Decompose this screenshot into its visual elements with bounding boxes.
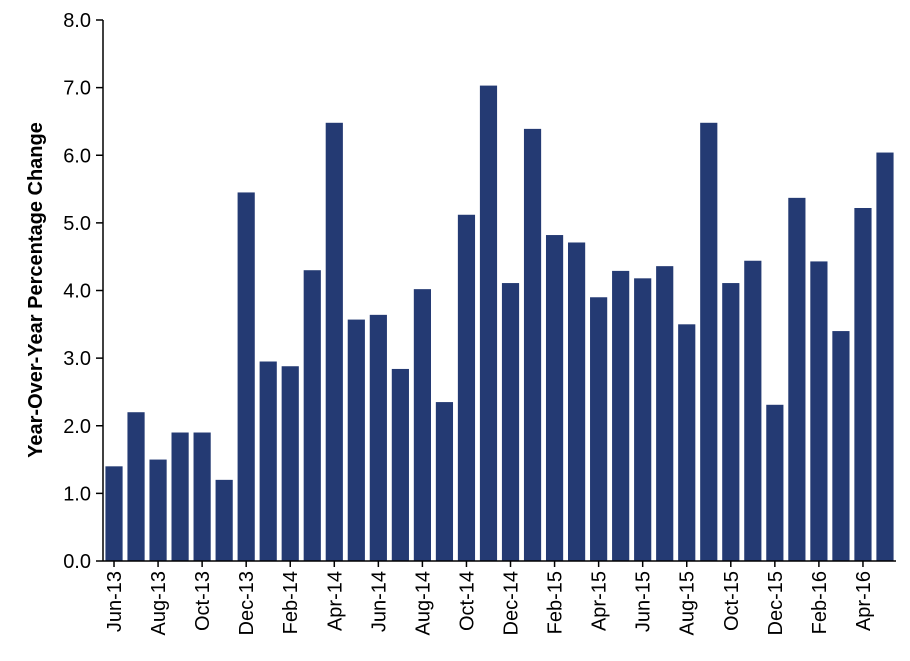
x-tick-label: Jun-14 [368,571,390,632]
x-tick-label: Dec-13 [236,571,258,635]
y-tick-label: 6.0 [63,145,91,167]
bar-Jul-13 [127,412,145,561]
bar-Sep-15 [700,122,718,561]
bar-Feb-14 [281,366,299,561]
x-tick-label: Oct-15 [721,571,743,631]
bars [105,85,894,562]
bar-Apr-14 [325,122,343,561]
x-tick-label: Oct-14 [456,571,478,631]
y-axis-label: Year-Over-Year Percentage Change [25,122,47,458]
bar-Aug-13 [149,459,167,561]
bar-Dec-13 [237,192,255,561]
x-tick-label: Apr-15 [589,571,611,631]
x-tick-label: Aug-14 [412,571,434,636]
bar-Apr-16 [854,207,872,561]
y-tick-label: 8.0 [63,10,91,32]
y-tick-label: 1.0 [63,483,91,505]
bar-May-16 [876,152,894,562]
bar-Feb-16 [810,261,828,561]
x-tick-label: Dec-15 [765,571,787,635]
bar-Aug-15 [678,324,696,561]
bar-Aug-14 [413,289,431,561]
bar-May-14 [347,319,365,561]
y-tick-label: 3.0 [63,348,91,370]
bar-Nov-13 [215,479,233,561]
y-tick-label: 2.0 [63,416,91,438]
bar-Nov-14 [479,85,498,561]
bar-Apr-15 [590,297,608,561]
bar-Jan-15 [523,128,542,561]
y-tick-label: 0.0 [63,551,91,573]
x-tick-label: Jun-15 [633,571,655,632]
x-axis-ticks: Jun-13 Aug-13 Oct-13 Dec-13 Feb-14 Apr-14 Jun-… [104,561,875,636]
bar-Jul-15 [656,266,674,561]
bar-Oct-13 [193,432,211,561]
x-tick-label: Aug-15 [677,571,699,636]
y-axis-ticks: 0.0 1.0 2.0 3.0 4.0 5.0 6.0 7.0 8.0 [63,10,103,573]
bar-Mar-16 [832,331,850,561]
bar-Jun-13 [105,466,123,561]
bar-Oct-14 [457,214,476,561]
x-tick-label: Oct-13 [192,571,214,631]
bar-Jun-15 [634,278,652,561]
y-tick-label: 5.0 [63,213,91,235]
bar-Sep-14 [435,402,454,561]
bar-Oct-15 [722,283,740,561]
bar-Mar-15 [568,242,586,561]
x-tick-label: Aug-13 [148,571,170,636]
bar-May-15 [612,270,630,561]
bar-Sep-13 [171,432,189,561]
x-tick-label: Dec-14 [501,571,523,635]
bar-Dec-15 [766,404,784,561]
bar-Feb-15 [545,235,564,562]
bar-Mar-14 [303,270,321,561]
bar-Jul-14 [391,368,409,561]
bar-Jun-14 [369,314,387,561]
y-tick-label: 7.0 [63,78,91,100]
bar-Jan-16 [788,197,806,561]
x-tick-label: Feb-15 [545,571,567,634]
y-tick-label: 4.0 [63,281,91,303]
bar-Dec-14 [501,283,520,561]
x-tick-label: Apr-14 [324,571,346,631]
x-tick-label: Feb-16 [809,571,831,634]
bar-Jan-14 [259,361,277,561]
x-tick-label: Jun-13 [104,571,126,632]
x-tick-label: Feb-14 [280,571,302,634]
bar-Nov-15 [744,260,762,561]
x-tick-label: Apr-16 [853,571,875,631]
